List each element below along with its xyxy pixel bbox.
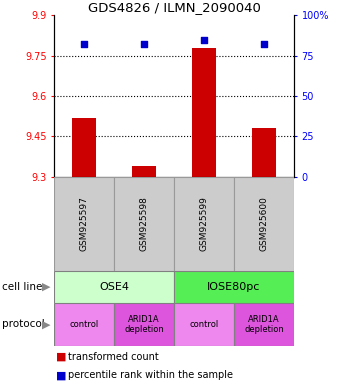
Text: ARID1A
depletion: ARID1A depletion: [124, 315, 164, 334]
Text: IOSE80pc: IOSE80pc: [207, 282, 261, 292]
Text: ■: ■: [56, 370, 66, 380]
Point: [261, 41, 267, 48]
Text: ARID1A
depletion: ARID1A depletion: [244, 315, 284, 334]
Text: transformed count: transformed count: [68, 352, 159, 362]
Text: GSM925600: GSM925600: [260, 196, 268, 251]
Text: GSM925598: GSM925598: [140, 196, 149, 251]
Text: ▶: ▶: [42, 319, 51, 329]
Bar: [234, 177, 294, 271]
Bar: [54, 177, 114, 271]
Bar: [174, 271, 294, 303]
Text: ■: ■: [56, 352, 66, 362]
Text: percentile rank within the sample: percentile rank within the sample: [68, 370, 233, 380]
Bar: [114, 303, 174, 346]
Text: control: control: [189, 320, 219, 329]
Bar: [174, 303, 234, 346]
Text: control: control: [70, 320, 99, 329]
Text: cell line: cell line: [2, 282, 42, 292]
Bar: [174, 177, 234, 271]
Text: OSE4: OSE4: [99, 282, 129, 292]
Text: ▶: ▶: [42, 282, 51, 292]
Point: [201, 36, 207, 43]
Bar: [54, 271, 174, 303]
Point: [82, 41, 87, 48]
Point: [141, 41, 147, 48]
Bar: [234, 303, 294, 346]
Bar: [54, 303, 114, 346]
Bar: [252, 128, 276, 177]
Bar: [72, 118, 96, 177]
Bar: [192, 48, 216, 177]
Text: GSM925597: GSM925597: [80, 196, 89, 251]
Text: protocol: protocol: [2, 319, 44, 329]
Title: GDS4826 / ILMN_2090040: GDS4826 / ILMN_2090040: [88, 1, 260, 14]
Bar: [114, 177, 174, 271]
Bar: [132, 166, 156, 177]
Text: GSM925599: GSM925599: [199, 196, 209, 251]
